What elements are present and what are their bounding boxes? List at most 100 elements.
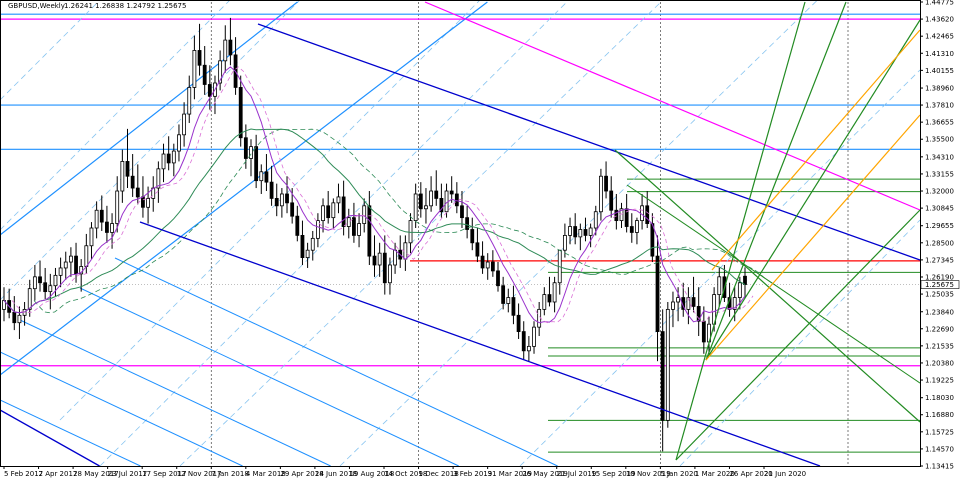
- candle: [202, 46, 207, 95]
- candle: [671, 291, 675, 328]
- green-down-1: [614, 149, 921, 423]
- candle: [398, 235, 403, 268]
- candle: [285, 176, 289, 214]
- candle: [521, 321, 526, 360]
- candle: [341, 180, 346, 236]
- candle: [125, 128, 130, 189]
- candle: [655, 235, 660, 362]
- y-tick-label: 1.21535: [925, 342, 954, 350]
- symbol-label: GBPUSD,Weekly: [8, 2, 65, 10]
- ma-fast: [3, 66, 746, 324]
- x-tick-label: 28 May 2017: [73, 470, 119, 478]
- candle: [532, 321, 536, 354]
- candle: [485, 253, 490, 280]
- candle: [439, 183, 444, 218]
- candle: [403, 235, 408, 271]
- candle: [619, 202, 624, 229]
- fan-line-dashed: [339, 0, 819, 467]
- candle: [686, 287, 691, 325]
- x-tick-label: 2 Apr 2017: [39, 470, 78, 478]
- candle: [151, 176, 156, 212]
- x-tick-label: 7 Jan 2018: [211, 470, 249, 478]
- candle: [233, 37, 238, 95]
- y-tick-label: 1.25035: [925, 291, 954, 299]
- fan-line-dashed: [179, 0, 664, 467]
- candle: [264, 154, 269, 192]
- y-tick-label: 1.32000: [925, 188, 954, 196]
- candle: [578, 223, 583, 251]
- candle: [315, 213, 320, 248]
- y-tick-label: 1.26190: [925, 273, 954, 281]
- candle: [372, 235, 377, 277]
- candle: [58, 257, 63, 288]
- candle: [68, 247, 73, 277]
- candle: [197, 23, 202, 76]
- candle: [249, 139, 253, 177]
- candle: [377, 242, 382, 277]
- candle: [526, 336, 531, 362]
- candle: [588, 223, 593, 248]
- x-tick-label: 31 Mar 2019: [488, 470, 532, 478]
- current-price-tag: [920, 280, 960, 289]
- candle: [465, 205, 470, 239]
- candle: [218, 50, 223, 91]
- y-tick-label: 1.18030: [925, 394, 954, 402]
- candle: [295, 205, 300, 242]
- candle: [552, 276, 557, 313]
- candle: [130, 154, 135, 197]
- ma-slow: [3, 128, 746, 314]
- channel-down-blue: [114, 257, 558, 467]
- candle: [393, 242, 397, 274]
- channel-main-lower: [139, 221, 821, 467]
- y-tick-label: 1.34310: [925, 153, 954, 161]
- candle: [27, 279, 32, 317]
- y-tick-label: 1.33155: [925, 170, 954, 178]
- candle: [38, 260, 42, 292]
- candle: [645, 191, 650, 229]
- candle: [192, 35, 197, 100]
- candle: [609, 176, 614, 218]
- candle: [171, 143, 176, 177]
- y-tick-label: 1.14570: [925, 445, 954, 453]
- candle: [732, 287, 737, 322]
- candle: [557, 249, 562, 295]
- candle: [537, 301, 542, 337]
- x-tick-label: 5 Jan 2020: [660, 470, 698, 478]
- fan-line-dashed: [679, 219, 921, 467]
- candle: [635, 217, 639, 245]
- candle: [207, 65, 212, 110]
- candle: [115, 176, 120, 233]
- candle: [105, 205, 109, 243]
- candle: [449, 176, 454, 203]
- candle: [640, 193, 644, 230]
- plot-frame: [0, 0, 921, 467]
- x-tick-label: 9 Dec 2018: [419, 470, 459, 478]
- x-tick-label: 21 Jul 2019: [557, 470, 597, 478]
- candle: [434, 170, 439, 206]
- y-tick-label: 1.42465: [925, 33, 954, 41]
- quote-values: 1.26241 1.26838 1.24792 1.25675: [64, 2, 186, 10]
- candle: [454, 182, 459, 214]
- candle: [177, 124, 181, 162]
- y-tick-label: 1.20380: [925, 359, 954, 367]
- magenta-trendline: [424, 1, 921, 211]
- x-tick-label: 21 Jun 2020: [764, 470, 806, 478]
- green-fan-4: [675, 209, 921, 461]
- candle: [382, 235, 387, 295]
- candle: [542, 287, 547, 316]
- y-tick-label: 1.13415: [925, 463, 954, 471]
- candle: [650, 213, 655, 263]
- x-tick-label: 12 Nov 2017: [177, 470, 222, 478]
- x-tick-label: 1 Mar 2020: [695, 470, 735, 478]
- green-fan-1: [675, 1, 806, 461]
- x-tick-label: 17 Sep 2017: [142, 470, 186, 478]
- candle: [717, 267, 722, 307]
- y-tick-label: 1.40155: [925, 67, 954, 75]
- y-tick-label: 1.41310: [925, 50, 954, 58]
- y-tick-label: 1.19225: [925, 377, 954, 385]
- candle: [17, 306, 22, 339]
- candle: [346, 208, 351, 239]
- channel-main-upper: [257, 23, 921, 261]
- candle: [305, 242, 310, 268]
